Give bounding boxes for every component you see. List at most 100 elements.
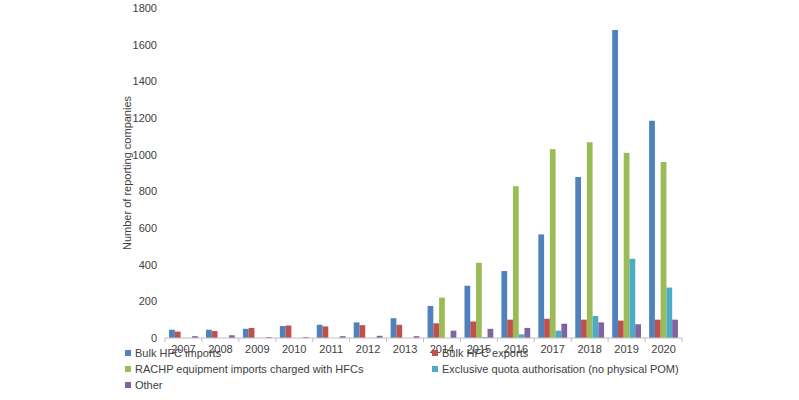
- bar: [538, 234, 544, 338]
- x-tick: [460, 338, 461, 342]
- bar: [618, 321, 624, 338]
- bar: [175, 332, 181, 338]
- bar: [672, 320, 678, 338]
- bar: [593, 316, 599, 338]
- bar: [396, 325, 402, 338]
- bar: [519, 334, 525, 338]
- bar: [649, 121, 655, 338]
- legend-label: Exclusive quota authorisation (no physic…: [442, 363, 679, 375]
- legend-swatch: [125, 350, 131, 356]
- bar: [612, 30, 618, 338]
- y-axis-title: Number of reporting companies: [121, 95, 133, 250]
- bar: [488, 329, 494, 338]
- y-tick: [161, 44, 165, 45]
- bar: [561, 324, 567, 338]
- x-tick-label: 2020: [651, 343, 675, 355]
- y-tick: [161, 301, 165, 302]
- x-tick: [645, 338, 646, 342]
- bar: [524, 328, 530, 338]
- bar: [428, 306, 434, 338]
- x-tick: [423, 338, 424, 342]
- bar: [433, 323, 439, 338]
- y-tick: [161, 81, 165, 82]
- x-tick-label: 2017: [541, 343, 565, 355]
- bar: [476, 263, 482, 338]
- bar: [661, 162, 667, 338]
- x-tick-label: 2011: [319, 343, 343, 355]
- bar: [391, 318, 397, 338]
- x-tick: [386, 338, 387, 342]
- bar: [249, 328, 255, 338]
- bar: [286, 326, 292, 338]
- bar: [212, 331, 218, 338]
- bar: [544, 319, 550, 338]
- bar: [439, 298, 445, 338]
- x-tick-label: 2013: [393, 343, 417, 355]
- legend-label: RACHP equipment imports charged with HFC…: [135, 363, 364, 375]
- bar: [323, 326, 329, 338]
- x-tick-label: 2018: [577, 343, 601, 355]
- x-tick-label: 2019: [614, 343, 638, 355]
- y-tick-label: 1800: [133, 2, 157, 14]
- x-tick: [312, 338, 313, 342]
- x-tick-label: 2010: [282, 343, 306, 355]
- bar: [317, 325, 323, 338]
- bar: [550, 149, 556, 338]
- bar: [280, 326, 286, 338]
- x-tick: [571, 338, 572, 342]
- bar: [169, 330, 175, 338]
- x-tick: [201, 338, 202, 342]
- x-tick: [497, 338, 498, 342]
- bar: [513, 186, 519, 338]
- bar: [451, 331, 457, 338]
- y-tick-label: 600: [139, 222, 157, 234]
- y-tick: [161, 118, 165, 119]
- x-tick: [238, 338, 239, 342]
- bar: [587, 142, 593, 338]
- y-tick-label: 1200: [133, 112, 157, 124]
- y-tick: [161, 264, 165, 265]
- bar: [666, 288, 672, 338]
- x-tick: [682, 338, 683, 342]
- legend-label: Bulk HFC exports: [442, 347, 529, 359]
- bar: [507, 320, 513, 338]
- y-tick: [161, 8, 165, 9]
- y-tick-label: 1000: [133, 149, 157, 161]
- bar: [464, 286, 470, 338]
- bar: [470, 322, 476, 339]
- legend-swatch: [432, 350, 438, 356]
- bar: [598, 322, 604, 338]
- y-tick: [161, 154, 165, 155]
- legend-swatch: [125, 366, 131, 372]
- x-tick-label: 2009: [245, 343, 269, 355]
- legend-label: Bulk HFC imports: [135, 347, 222, 359]
- legend-label: Other: [135, 379, 163, 391]
- bar: [624, 153, 630, 338]
- y-tick: [161, 338, 165, 339]
- x-tick-label: 2012: [356, 343, 380, 355]
- bars: [169, 30, 678, 338]
- legend-swatch: [125, 382, 131, 388]
- y-tick-label: 1400: [133, 75, 157, 87]
- bar: [635, 324, 641, 338]
- legend-swatch: [432, 366, 438, 372]
- y-tick: [161, 191, 165, 192]
- chart: 020040060080010001200140016001800Number …: [0, 0, 799, 400]
- bar: [556, 331, 562, 338]
- y-tick-label: 0: [151, 332, 157, 344]
- y-tick-label: 800: [139, 185, 157, 197]
- x-tick: [165, 338, 166, 342]
- bar: [354, 322, 360, 338]
- y-tick-label: 200: [139, 295, 157, 307]
- x-tick: [534, 338, 535, 342]
- x-tick: [275, 338, 276, 342]
- bar: [359, 325, 365, 338]
- bar: [575, 177, 581, 338]
- bar: [655, 320, 661, 338]
- bar: [501, 271, 507, 338]
- y-tick: [161, 228, 165, 229]
- bar: [206, 330, 212, 338]
- bar: [629, 259, 635, 338]
- bar: [243, 329, 249, 338]
- y-tick-label: 400: [139, 259, 157, 271]
